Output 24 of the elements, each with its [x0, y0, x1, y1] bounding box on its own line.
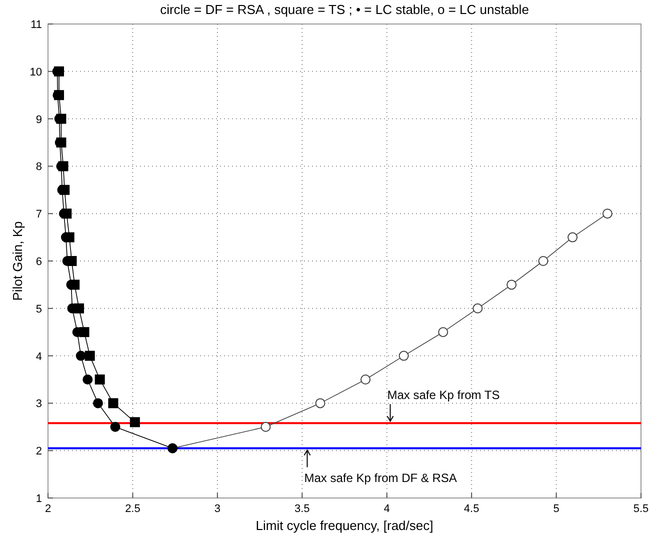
x-tick-label: 3.5: [294, 503, 310, 515]
y-tick-label: 6: [36, 256, 42, 268]
y-tick-label: 9: [36, 114, 42, 126]
chart-title: circle = DF = RSA , square = TS ; • = LC stable, o = LC unstable: [160, 2, 529, 17]
x-tick-label: 4.5: [464, 503, 480, 515]
annotation: Max safe Kp from TS: [387, 388, 500, 402]
y-tick-label: 8: [36, 161, 42, 174]
x-tick-label: 5: [553, 503, 560, 515]
y-axis-title: Pilot Gain, Kp: [10, 221, 25, 301]
x-tick-label: 4: [384, 503, 390, 515]
x-tick-label: 2.5: [125, 503, 140, 515]
y-tick-label: 2: [36, 446, 42, 458]
y-tick-label: 3: [36, 398, 42, 410]
x-tick-label: 3: [214, 503, 220, 515]
x-tick-label: 2: [44, 503, 52, 515]
y-tick-label: 7: [36, 208, 42, 221]
x-tick-label: 5.5: [633, 503, 649, 515]
y-tick-label: 4: [36, 350, 42, 363]
y-tick-label: 1: [36, 493, 42, 505]
y-tick-label: 11: [30, 19, 42, 31]
y-tick-label: 5: [36, 303, 42, 316]
annotation: Max safe Kp from DF & RSA: [304, 471, 457, 486]
x-axis-title: Limit cycle frequency, [rad/sec]: [256, 518, 434, 533]
y-tick-label: 10: [30, 66, 42, 78]
